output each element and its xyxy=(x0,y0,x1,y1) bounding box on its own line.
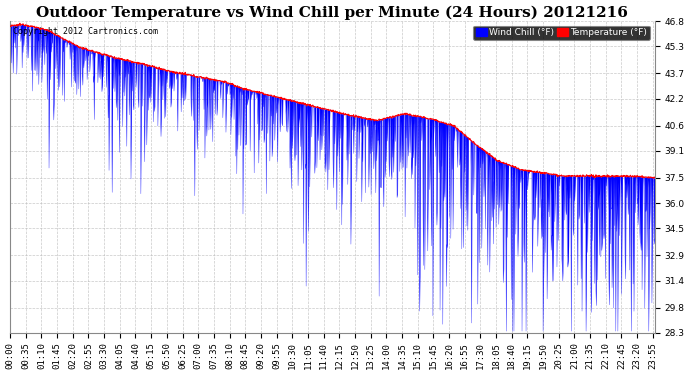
Text: Copyright 2012 Cartronics.com: Copyright 2012 Cartronics.com xyxy=(13,27,158,36)
Legend: Wind Chill (°F), Temperature (°F): Wind Chill (°F), Temperature (°F) xyxy=(473,26,650,40)
Title: Outdoor Temperature vs Wind Chill per Minute (24 Hours) 20121216: Outdoor Temperature vs Wind Chill per Mi… xyxy=(37,6,629,20)
